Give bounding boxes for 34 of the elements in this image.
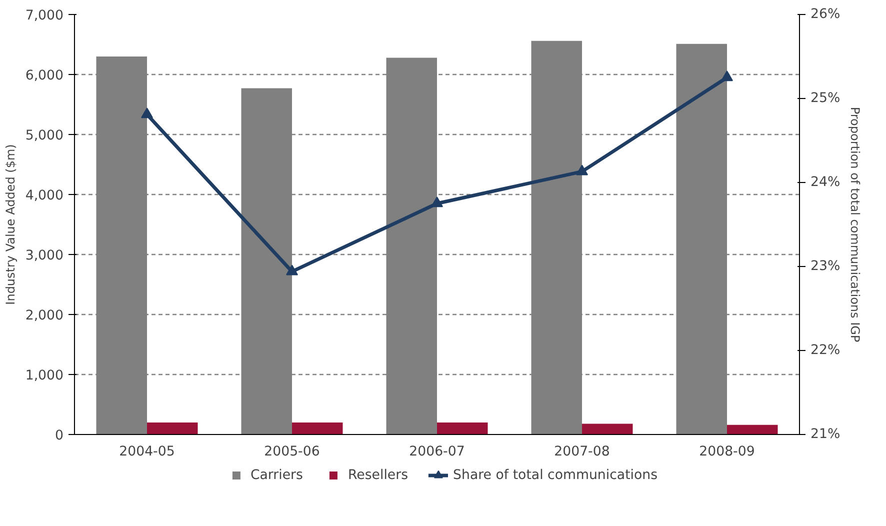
y-tick-label: 4,000 — [25, 188, 64, 204]
y-tick-label: 3,000 — [25, 248, 64, 264]
point — [431, 196, 443, 208]
y2-tick-label: 24% — [810, 175, 840, 190]
y-axis-title: Industry Value Added ($m) — [3, 144, 18, 305]
bar — [147, 422, 198, 434]
y-tick-label: 1,000 — [25, 368, 64, 384]
bar — [582, 424, 633, 434]
y2-tick-label: 22% — [810, 343, 840, 358]
y-tick-label: 2,000 — [25, 308, 64, 324]
y2-tick-label: 21% — [810, 427, 840, 442]
y-tick-label: 0 — [55, 428, 64, 444]
y-tick-label: 7,000 — [25, 8, 64, 24]
x-tick-label: 2008-09 — [699, 444, 755, 460]
bar — [292, 422, 343, 434]
point — [576, 164, 588, 176]
y2-axis-title: Proportion of total communications IGP — [848, 106, 862, 342]
x-tick-label: 2007-08 — [554, 444, 610, 460]
y-tick-label: 5,000 — [25, 128, 64, 144]
legend-label: Resellers — [348, 468, 408, 482]
y2-tick-label: 25% — [810, 91, 840, 106]
point — [721, 70, 733, 82]
x-tick-label: 2006-07 — [409, 444, 465, 460]
bar — [437, 422, 488, 434]
legend-label: Share of total communications — [453, 468, 658, 482]
x-tick-label: 2004-05 — [119, 444, 175, 460]
y2-tick-label: 23% — [810, 259, 840, 274]
x-tick-label: 2005-06 — [264, 444, 320, 460]
y2-tick-label: 26% — [810, 7, 840, 22]
legend-label: Carriers — [250, 468, 303, 482]
point — [141, 108, 153, 118]
point — [286, 264, 298, 276]
bar — [727, 424, 778, 434]
y-tick-label: 6,000 — [25, 68, 64, 84]
